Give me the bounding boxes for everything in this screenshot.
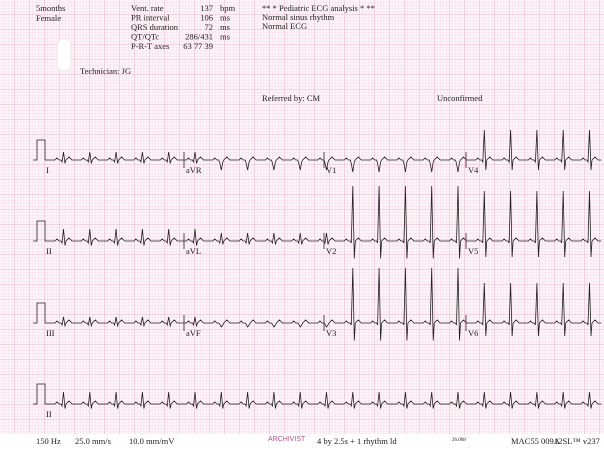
lead-label: V6: [468, 328, 478, 338]
measure-unit: ms: [220, 32, 230, 42]
filter: 150 Hz: [36, 436, 61, 446]
measure-label: Vent. rate: [131, 3, 164, 13]
measure-label: P-R-T axes: [131, 41, 169, 51]
lead-label: aVF: [186, 328, 201, 338]
lead-label: V3: [326, 328, 336, 338]
age: 5months: [36, 3, 65, 13]
ecg-trace: [49, 267, 602, 341]
grid: [0, 0, 604, 434]
ecg-trace: [49, 185, 602, 259]
interpretation: Normal ECG: [262, 21, 307, 31]
lead-label: aVR: [186, 165, 202, 175]
measure-value: 106: [200, 13, 213, 23]
measure-label: QRS duration: [131, 22, 179, 32]
status: Unconfirmed: [437, 93, 483, 103]
measure-unit: ms: [220, 13, 230, 23]
calibration: [33, 383, 49, 405]
interpretation: Normal sinus rhythm: [262, 12, 335, 22]
measurements: Vent. rate 137 bpm PR interval 106 ms QRS dura…: [131, 3, 236, 51]
referred-by: Referred by: CM: [262, 93, 321, 103]
measure-label: QT/QTc: [131, 32, 159, 42]
lead-label: V1: [326, 165, 336, 175]
code: 26.008: [452, 438, 466, 443]
speed: 25.0 mm/s: [75, 436, 111, 446]
format: 4 by 2.5s + 1 rhythm ld: [317, 436, 397, 446]
software: 12SL™ v237: [554, 436, 600, 446]
measure-value: 137: [200, 3, 213, 13]
lead-label: II: [46, 409, 52, 419]
sex: Female: [36, 13, 61, 23]
gain: 10.0 mm/mV: [129, 436, 175, 446]
lead-label: aVL: [186, 246, 201, 256]
interpretation: ** * Pediatric ECG analysis * **: [262, 3, 375, 13]
blank-mark: [58, 40, 70, 70]
calibration: [33, 220, 49, 242]
calibration: [33, 139, 49, 161]
lead-label: V4: [468, 165, 479, 175]
lead-label: II: [46, 246, 52, 256]
footer-bg: [0, 434, 604, 450]
lead-label: V2: [326, 246, 336, 256]
lead-label: I: [46, 165, 49, 175]
measure-unit: bpm: [220, 3, 236, 13]
measure-label: PR interval: [131, 13, 170, 23]
ecg-trace: [49, 129, 602, 173]
technician: Technician: JG: [80, 66, 131, 76]
lead-label: V5: [468, 246, 478, 256]
measure-unit: ms: [220, 22, 230, 32]
ecg-trace: [49, 391, 602, 409]
calibration: [33, 302, 49, 324]
measure-value: 72: [205, 22, 214, 32]
archivist: ARCHIVIST: [268, 436, 306, 443]
measure-value: 286/431: [185, 32, 213, 42]
lead-label: III: [46, 328, 55, 338]
device: MAC55 009A: [511, 436, 561, 446]
measure-value: 63 77 39: [183, 41, 213, 51]
